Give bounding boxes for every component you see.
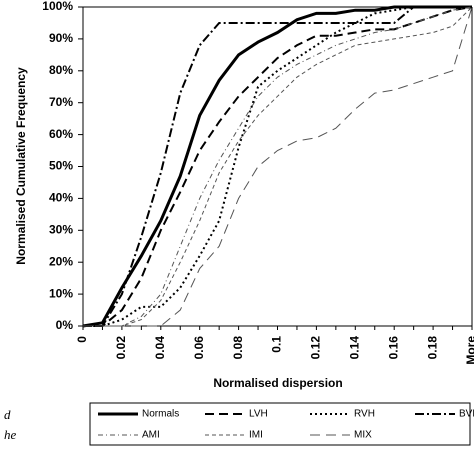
x-tick-label: 0.1 xyxy=(270,336,284,353)
series-line xyxy=(83,6,473,327)
x-axis-label: Normalised dispersion xyxy=(213,376,342,390)
y-tick-label: 90% xyxy=(49,31,73,45)
y-tick-label: 70% xyxy=(49,95,73,109)
x-tick-label: 0.14 xyxy=(347,336,361,360)
y-axis-label: Normalised Cumulative Frequency xyxy=(14,67,28,265)
legend-label: LVH xyxy=(249,409,268,420)
x-tick-label: 0.08 xyxy=(231,336,245,360)
legend-label: MIX xyxy=(354,430,372,441)
x-tick-label: 0.16 xyxy=(386,336,400,360)
series-line xyxy=(83,6,473,327)
legend-label: IMI xyxy=(249,430,263,441)
legend-box xyxy=(89,402,471,446)
x-tick-label: 0.12 xyxy=(309,336,323,360)
series-line xyxy=(83,6,473,327)
legend-label: RVH xyxy=(354,409,375,420)
y-tick-label: 20% xyxy=(49,254,73,268)
series-line xyxy=(83,6,472,327)
y-tick-label: 0% xyxy=(56,318,74,332)
y-tick-label: 10% xyxy=(49,286,73,300)
series-line xyxy=(83,6,472,327)
series-line xyxy=(83,6,473,327)
y-tick-label: 40% xyxy=(49,191,73,205)
y-tick-label: 60% xyxy=(49,127,73,141)
side-text: d xyxy=(4,407,11,422)
x-tick-label: 0.04 xyxy=(153,336,167,360)
x-tick-label: 0 xyxy=(75,336,89,343)
legend-label: AMI xyxy=(142,430,160,441)
x-tick-label: 0.06 xyxy=(192,336,206,360)
y-tick-label: 30% xyxy=(49,222,73,236)
y-tick-label: 80% xyxy=(49,63,73,77)
x-tick-label: 0.18 xyxy=(425,336,439,360)
side-text: he xyxy=(4,427,17,442)
y-tick-label: 100% xyxy=(42,0,73,13)
x-tick-label: 0.02 xyxy=(114,336,128,360)
x-tick-label: More xyxy=(464,336,474,365)
legend-label: BVH xyxy=(459,409,474,420)
y-tick-label: 50% xyxy=(49,159,73,173)
legend-label: Normals xyxy=(142,409,179,420)
series-line xyxy=(82,5,472,328)
